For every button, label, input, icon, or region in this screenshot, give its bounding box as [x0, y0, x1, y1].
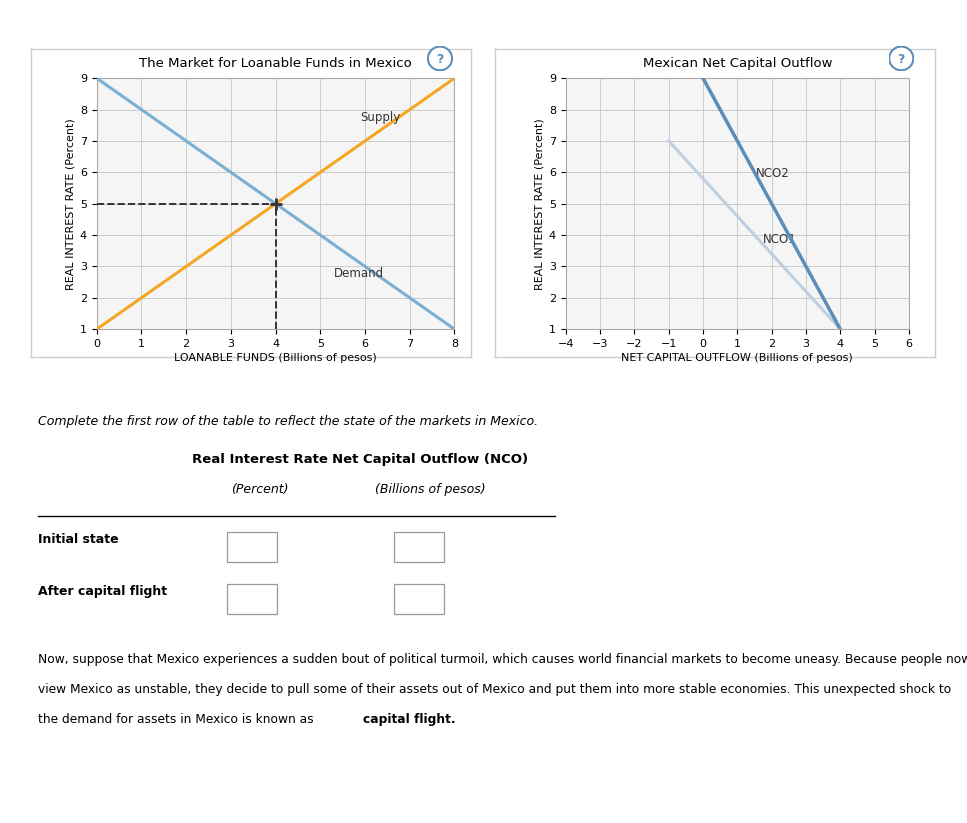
Text: Complete the first row of the table to reflect the state of the markets in Mexic: Complete the first row of the table to r…	[38, 415, 538, 428]
X-axis label: LOANABLE FUNDS (Billions of pesos): LOANABLE FUNDS (Billions of pesos)	[174, 353, 377, 363]
Text: Initial state: Initial state	[38, 533, 119, 546]
Text: Now, suppose that Mexico experiences a sudden bout of political turmoil, which c: Now, suppose that Mexico experiences a s…	[38, 653, 967, 666]
FancyBboxPatch shape	[394, 584, 444, 614]
Text: the demand for assets in Mexico is known as: the demand for assets in Mexico is known…	[38, 713, 313, 726]
Circle shape	[428, 47, 452, 70]
Title: Mexican Net Capital Outflow: Mexican Net Capital Outflow	[643, 57, 832, 70]
Y-axis label: REAL INTEREST RATE (Percent): REAL INTEREST RATE (Percent)	[66, 118, 75, 290]
Text: NCO2: NCO2	[756, 167, 790, 180]
Text: (Percent): (Percent)	[231, 483, 289, 496]
FancyBboxPatch shape	[394, 532, 444, 562]
Circle shape	[890, 47, 913, 70]
Text: Net Capital Outflow (NCO): Net Capital Outflow (NCO)	[332, 453, 528, 466]
Text: view Mexico as unstable, they decide to pull some of their assets out of Mexico : view Mexico as unstable, they decide to …	[38, 683, 952, 696]
Text: After capital flight: After capital flight	[38, 585, 167, 598]
Text: NCO1: NCO1	[763, 233, 797, 246]
Y-axis label: REAL INTEREST RATE (Percent): REAL INTEREST RATE (Percent)	[535, 118, 544, 290]
Text: (Billions of pesos): (Billions of pesos)	[374, 483, 485, 496]
Text: ?: ?	[436, 53, 444, 66]
Text: ?: ?	[897, 53, 905, 66]
Title: The Market for Loanable Funds in Mexico: The Market for Loanable Funds in Mexico	[139, 57, 412, 70]
Text: Supply: Supply	[361, 110, 400, 123]
Text: Real Interest Rate: Real Interest Rate	[192, 453, 328, 466]
FancyBboxPatch shape	[227, 584, 277, 614]
Text: capital flight.: capital flight.	[363, 713, 455, 726]
Text: Demand: Demand	[334, 267, 384, 281]
X-axis label: NET CAPITAL OUTFLOW (Billions of pesos): NET CAPITAL OUTFLOW (Billions of pesos)	[622, 353, 853, 363]
FancyBboxPatch shape	[227, 532, 277, 562]
